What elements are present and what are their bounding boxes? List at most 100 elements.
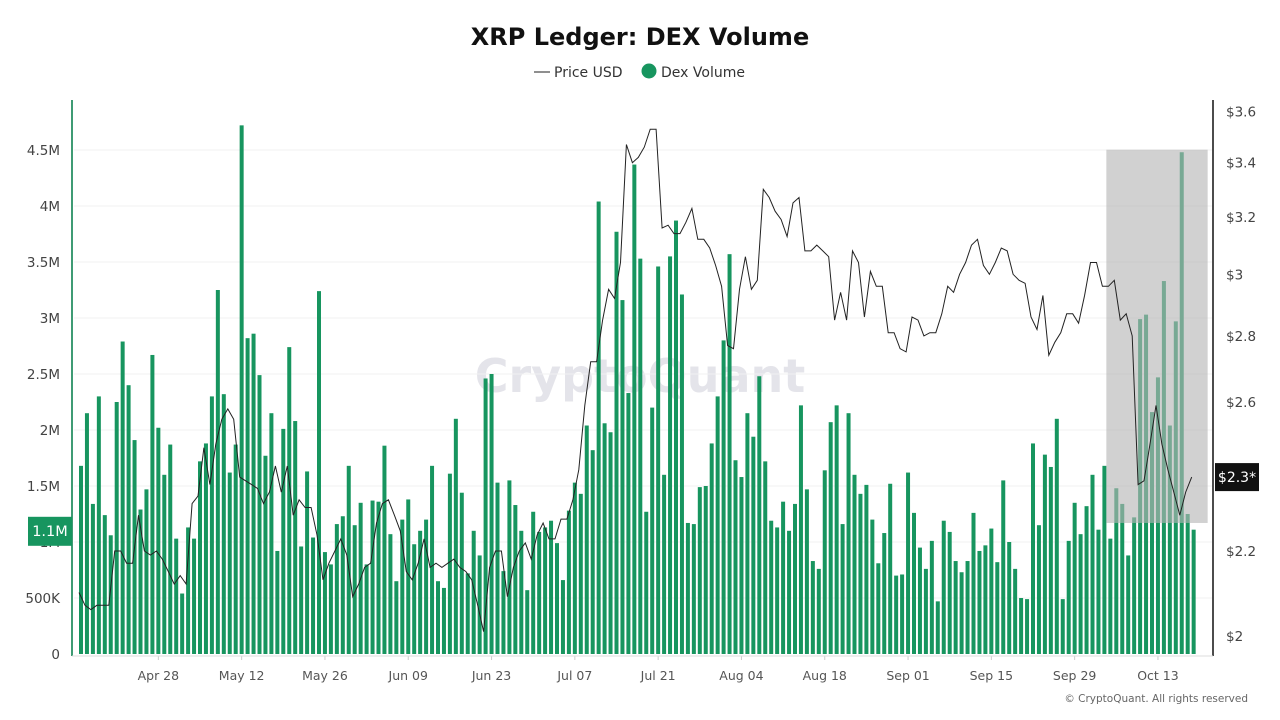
volume-bar[interactable] [192, 538, 197, 654]
volume-bar[interactable] [787, 530, 792, 654]
volume-bar[interactable] [1048, 466, 1053, 654]
volume-bar[interactable] [906, 472, 911, 654]
volume-bar[interactable] [644, 511, 649, 654]
volume-bar[interactable] [674, 220, 678, 654]
volume-bar[interactable] [1036, 525, 1041, 654]
volume-bar[interactable] [894, 575, 899, 654]
volume-bar[interactable] [507, 480, 512, 654]
volume-bar[interactable] [1167, 425, 1172, 654]
volume-bar[interactable] [793, 503, 797, 654]
volume-bar[interactable] [328, 564, 333, 654]
volume-bar[interactable] [870, 519, 875, 654]
volume-bar[interactable] [299, 546, 304, 654]
volume-bar[interactable] [436, 581, 440, 654]
volume-bar[interactable] [679, 294, 684, 654]
volume-bar[interactable] [1031, 443, 1035, 654]
volume-bar[interactable] [245, 338, 250, 654]
volume-bar[interactable] [727, 254, 732, 654]
volume-bar[interactable] [941, 520, 946, 654]
volume-bar[interactable] [525, 590, 530, 654]
volume-bar[interactable] [489, 374, 494, 654]
volume-bar[interactable] [388, 534, 393, 654]
volume-bar[interactable] [614, 231, 619, 654]
volume-bar[interactable] [1042, 454, 1047, 654]
volume-bar[interactable] [626, 393, 631, 654]
volume-bar[interactable] [180, 593, 185, 654]
volume-bar[interactable] [144, 489, 149, 654]
volume-bar[interactable] [156, 427, 161, 654]
volume-bar[interactable] [1185, 514, 1190, 654]
volume-bar[interactable] [382, 445, 387, 654]
volume-bar[interactable] [1066, 540, 1071, 654]
volume-bar[interactable] [1191, 529, 1196, 654]
legend-volume[interactable]: Dex Volume [661, 65, 745, 81]
volume-bar[interactable] [352, 525, 357, 654]
volume-bar[interactable] [370, 500, 375, 654]
volume-bar[interactable] [566, 510, 571, 654]
volume-bar[interactable] [947, 531, 952, 654]
volume-bar[interactable] [656, 266, 661, 654]
volume-bar[interactable] [239, 125, 244, 655]
volume-bar[interactable] [882, 533, 887, 654]
volume-bar[interactable] [126, 385, 131, 654]
volume-bar[interactable] [745, 413, 750, 654]
volume-bar[interactable] [412, 544, 417, 654]
volume-bar[interactable] [650, 407, 655, 654]
volume-bar[interactable] [638, 258, 643, 654]
volume-bar[interactable] [596, 201, 601, 654]
volume-bar[interactable] [703, 486, 708, 654]
volume-bar[interactable] [168, 444, 173, 654]
volume-bar[interactable] [620, 300, 625, 654]
volume-bar[interactable] [305, 471, 310, 654]
volume-bar[interactable] [519, 530, 524, 654]
volume-bar[interactable] [953, 561, 958, 654]
volume-bar[interactable] [751, 436, 756, 654]
volume-bar[interactable] [537, 531, 542, 654]
volume-bar[interactable] [174, 538, 179, 654]
volume-bar[interactable] [1150, 412, 1154, 654]
volume-bar[interactable] [311, 537, 316, 654]
volume-bar[interactable] [900, 574, 905, 654]
volume-bar[interactable] [453, 418, 458, 654]
volume-bar[interactable] [162, 474, 167, 654]
volume-bar[interactable] [108, 535, 113, 654]
volume-bar[interactable] [376, 501, 381, 654]
volume-bar[interactable] [709, 443, 714, 654]
volume-bar[interactable] [602, 423, 607, 654]
volume-bar[interactable] [269, 413, 274, 654]
volume-bar[interactable] [138, 509, 143, 654]
volume-bar[interactable] [340, 516, 345, 654]
volume-bar[interactable] [584, 425, 589, 654]
volume-bar[interactable] [513, 505, 518, 654]
volume-bar[interactable] [691, 524, 696, 654]
volume-bar[interactable] [1054, 418, 1059, 654]
volume-bar[interactable] [477, 555, 482, 654]
volume-bar[interactable] [798, 405, 803, 654]
volume-bar[interactable] [471, 530, 476, 654]
volume-bar[interactable] [959, 572, 964, 654]
volume-bar[interactable] [430, 465, 435, 654]
volume-bar[interactable] [739, 477, 744, 654]
volume-bar[interactable] [923, 568, 928, 654]
volume-bar[interactable] [983, 545, 988, 654]
volume-bar[interactable] [203, 443, 208, 654]
volume-bar[interactable] [221, 394, 226, 654]
volume-bar[interactable] [560, 580, 565, 654]
volume-bar[interactable] [715, 396, 720, 654]
volume-bar[interactable] [632, 164, 637, 654]
volume-bar[interactable] [346, 465, 351, 654]
volume-bar[interactable] [888, 483, 893, 654]
volume-bar[interactable] [935, 601, 940, 654]
volume-bar[interactable] [912, 512, 916, 654]
volume-bar[interactable] [1102, 465, 1107, 654]
volume-bar[interactable] [150, 354, 155, 654]
volume-bar[interactable] [733, 460, 738, 654]
volume-bar[interactable] [293, 421, 298, 654]
volume-bar[interactable] [465, 573, 470, 654]
volume-bar[interactable] [804, 489, 809, 654]
volume-bar[interactable] [90, 503, 95, 654]
volume-bar[interactable] [852, 474, 857, 654]
volume-bar[interactable] [186, 527, 191, 654]
volume-bar[interactable] [531, 511, 536, 654]
volume-bar[interactable] [447, 473, 452, 654]
